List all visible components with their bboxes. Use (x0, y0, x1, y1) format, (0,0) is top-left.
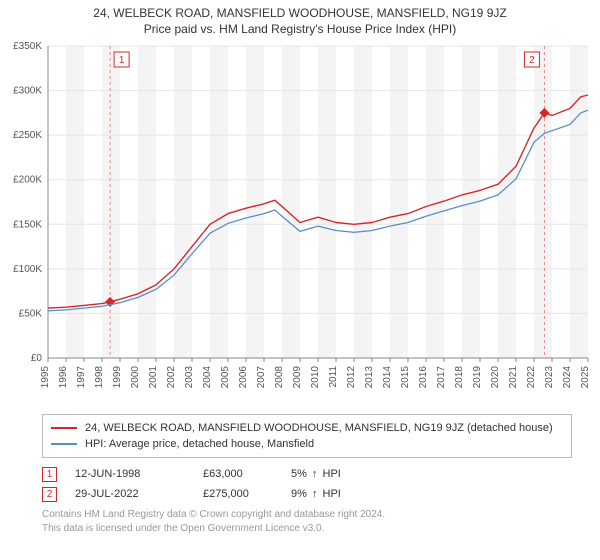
svg-text:1998: 1998 (94, 366, 105, 389)
event-number-box: 1 (42, 467, 57, 482)
arrow-up-icon (310, 488, 320, 500)
legend-swatch (51, 427, 77, 429)
svg-text:2011: 2011 (328, 366, 339, 388)
svg-text:2004: 2004 (202, 366, 213, 389)
svg-text:2020: 2020 (490, 366, 501, 389)
svg-text:2016: 2016 (418, 366, 429, 389)
svg-text:2012: 2012 (346, 366, 357, 389)
svg-text:2023: 2023 (544, 366, 555, 389)
svg-text:2003: 2003 (184, 366, 195, 389)
svg-text:2019: 2019 (472, 366, 483, 389)
svg-text:2001: 2001 (148, 366, 159, 389)
svg-text:1: 1 (119, 55, 125, 66)
attribution: Contains HM Land Registry data © Crown c… (42, 508, 572, 535)
chart-title-sub: Price paid vs. HM Land Registry's House … (8, 22, 592, 36)
legend-item: 24, WELBECK ROAD, MANSFIELD WOODHOUSE, M… (51, 420, 563, 436)
svg-text:2022: 2022 (526, 366, 537, 389)
chart-title-main: 24, WELBECK ROAD, MANSFIELD WOODHOUSE, M… (8, 6, 592, 20)
chart-container: £0 £50K £100K £150K £200K £250K £300K £350K 1995… (0, 38, 600, 408)
svg-text:£0: £0 (31, 353, 43, 364)
svg-text:2008: 2008 (274, 366, 285, 389)
chart-legend: 24, WELBECK ROAD, MANSFIELD WOODHOUSE, M… (42, 414, 572, 458)
event-row: 1 12-JUN-1998 £63,000 5% HPI (42, 464, 572, 484)
svg-text:2010: 2010 (310, 366, 321, 389)
svg-text:2017: 2017 (436, 366, 447, 389)
attribution-line-2: This data is licensed under the Open Gov… (42, 522, 572, 536)
chart-titles: 24, WELBECK ROAD, MANSFIELD WOODHOUSE, M… (0, 0, 600, 38)
event-table: 1 12-JUN-1998 £63,000 5% HPI 2 29-JUL-2022 £27… (42, 464, 572, 504)
svg-text:2014: 2014 (382, 366, 393, 389)
svg-text:2021: 2021 (508, 366, 519, 389)
svg-text:£350K: £350K (13, 41, 42, 52)
svg-text:£200K: £200K (13, 175, 42, 186)
legend-item: HPI: Average price, detached house, Mans… (51, 436, 563, 452)
legend-label: HPI: Average price, detached house, Mans… (85, 438, 314, 450)
event-price: £63,000 (203, 468, 273, 480)
svg-text:2005: 2005 (220, 366, 231, 389)
svg-text:2002: 2002 (166, 366, 177, 389)
svg-text:2007: 2007 (256, 366, 267, 389)
event-date: 29-JUL-2022 (75, 488, 185, 500)
svg-text:2000: 2000 (130, 366, 141, 389)
svg-text:2: 2 (529, 55, 535, 66)
svg-text:£50K: £50K (19, 308, 43, 319)
event-date: 12-JUN-1998 (75, 468, 185, 480)
event-price: £275,000 (203, 488, 273, 500)
svg-text:2025: 2025 (580, 366, 591, 389)
svg-text:2024: 2024 (562, 366, 573, 389)
arrow-up-icon (310, 468, 320, 480)
svg-text:2006: 2006 (238, 366, 249, 389)
event-number-box: 2 (42, 487, 57, 502)
event-row: 2 29-JUL-2022 £275,000 9% HPI (42, 484, 572, 504)
event-delta: 9% HPI (291, 488, 391, 500)
svg-text:£100K: £100K (13, 264, 42, 275)
svg-text:2015: 2015 (400, 366, 411, 389)
svg-text:2018: 2018 (454, 366, 465, 389)
svg-text:1995: 1995 (40, 366, 51, 389)
price-chart: £0 £50K £100K £150K £200K £250K £300K £350K 1995… (0, 38, 600, 408)
svg-text:£300K: £300K (13, 86, 42, 97)
svg-text:1996: 1996 (58, 366, 69, 389)
legend-swatch (51, 443, 77, 445)
legend-label: 24, WELBECK ROAD, MANSFIELD WOODHOUSE, M… (85, 422, 553, 434)
svg-text:1997: 1997 (76, 366, 87, 389)
svg-text:£250K: £250K (13, 130, 42, 141)
svg-text:2013: 2013 (364, 366, 375, 389)
svg-text:2009: 2009 (292, 366, 303, 389)
event-delta: 5% HPI (291, 468, 391, 480)
svg-text:£150K: £150K (13, 219, 42, 230)
attribution-line-1: Contains HM Land Registry data © Crown c… (42, 508, 572, 522)
svg-text:1999: 1999 (112, 366, 123, 389)
